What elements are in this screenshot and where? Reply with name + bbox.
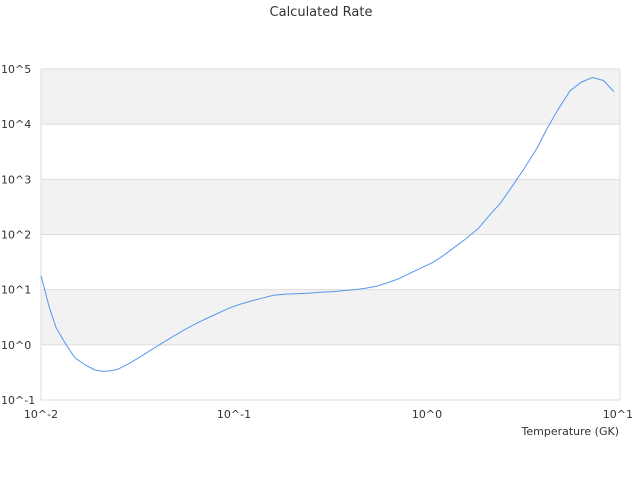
x-tick-label: 10^-2 xyxy=(24,408,58,421)
plot-frame xyxy=(40,69,621,400)
grid-lines xyxy=(41,68,620,401)
y-tick-label: 10^4 xyxy=(1,118,31,131)
y-tick-labels: 10^-1 10^0 10^1 10^2 10^3 10^4 10^5 xyxy=(1,63,35,407)
x-tick-label: 10^0 xyxy=(412,408,442,421)
grid-band xyxy=(41,344,620,400)
grid-band xyxy=(41,289,620,345)
y-tick-label: 10^2 xyxy=(1,229,31,242)
y-tick-label: 10^0 xyxy=(1,339,31,352)
grid-band xyxy=(41,234,620,290)
y-tick-label: 10^-1 xyxy=(1,394,35,407)
grid-band xyxy=(41,69,620,125)
y-tick-label: 10^1 xyxy=(1,284,31,297)
series-layer xyxy=(40,76,615,372)
x-tick-labels: 10^-2 10^-1 10^0 10^1 xyxy=(24,408,633,421)
x-tick-label: 10^1 xyxy=(603,408,633,421)
x-tick-label: 10^-1 xyxy=(217,408,251,421)
x-axis-label: Temperature (GK) xyxy=(521,425,620,438)
y-tick-label: 10^3 xyxy=(1,173,31,186)
y-tick-label: 10^5 xyxy=(1,63,31,76)
chart-title: Calculated Rate xyxy=(270,5,373,20)
grid-bands xyxy=(41,69,620,400)
series-line xyxy=(40,76,615,372)
grid-band xyxy=(41,179,620,235)
grid-band xyxy=(41,124,620,180)
